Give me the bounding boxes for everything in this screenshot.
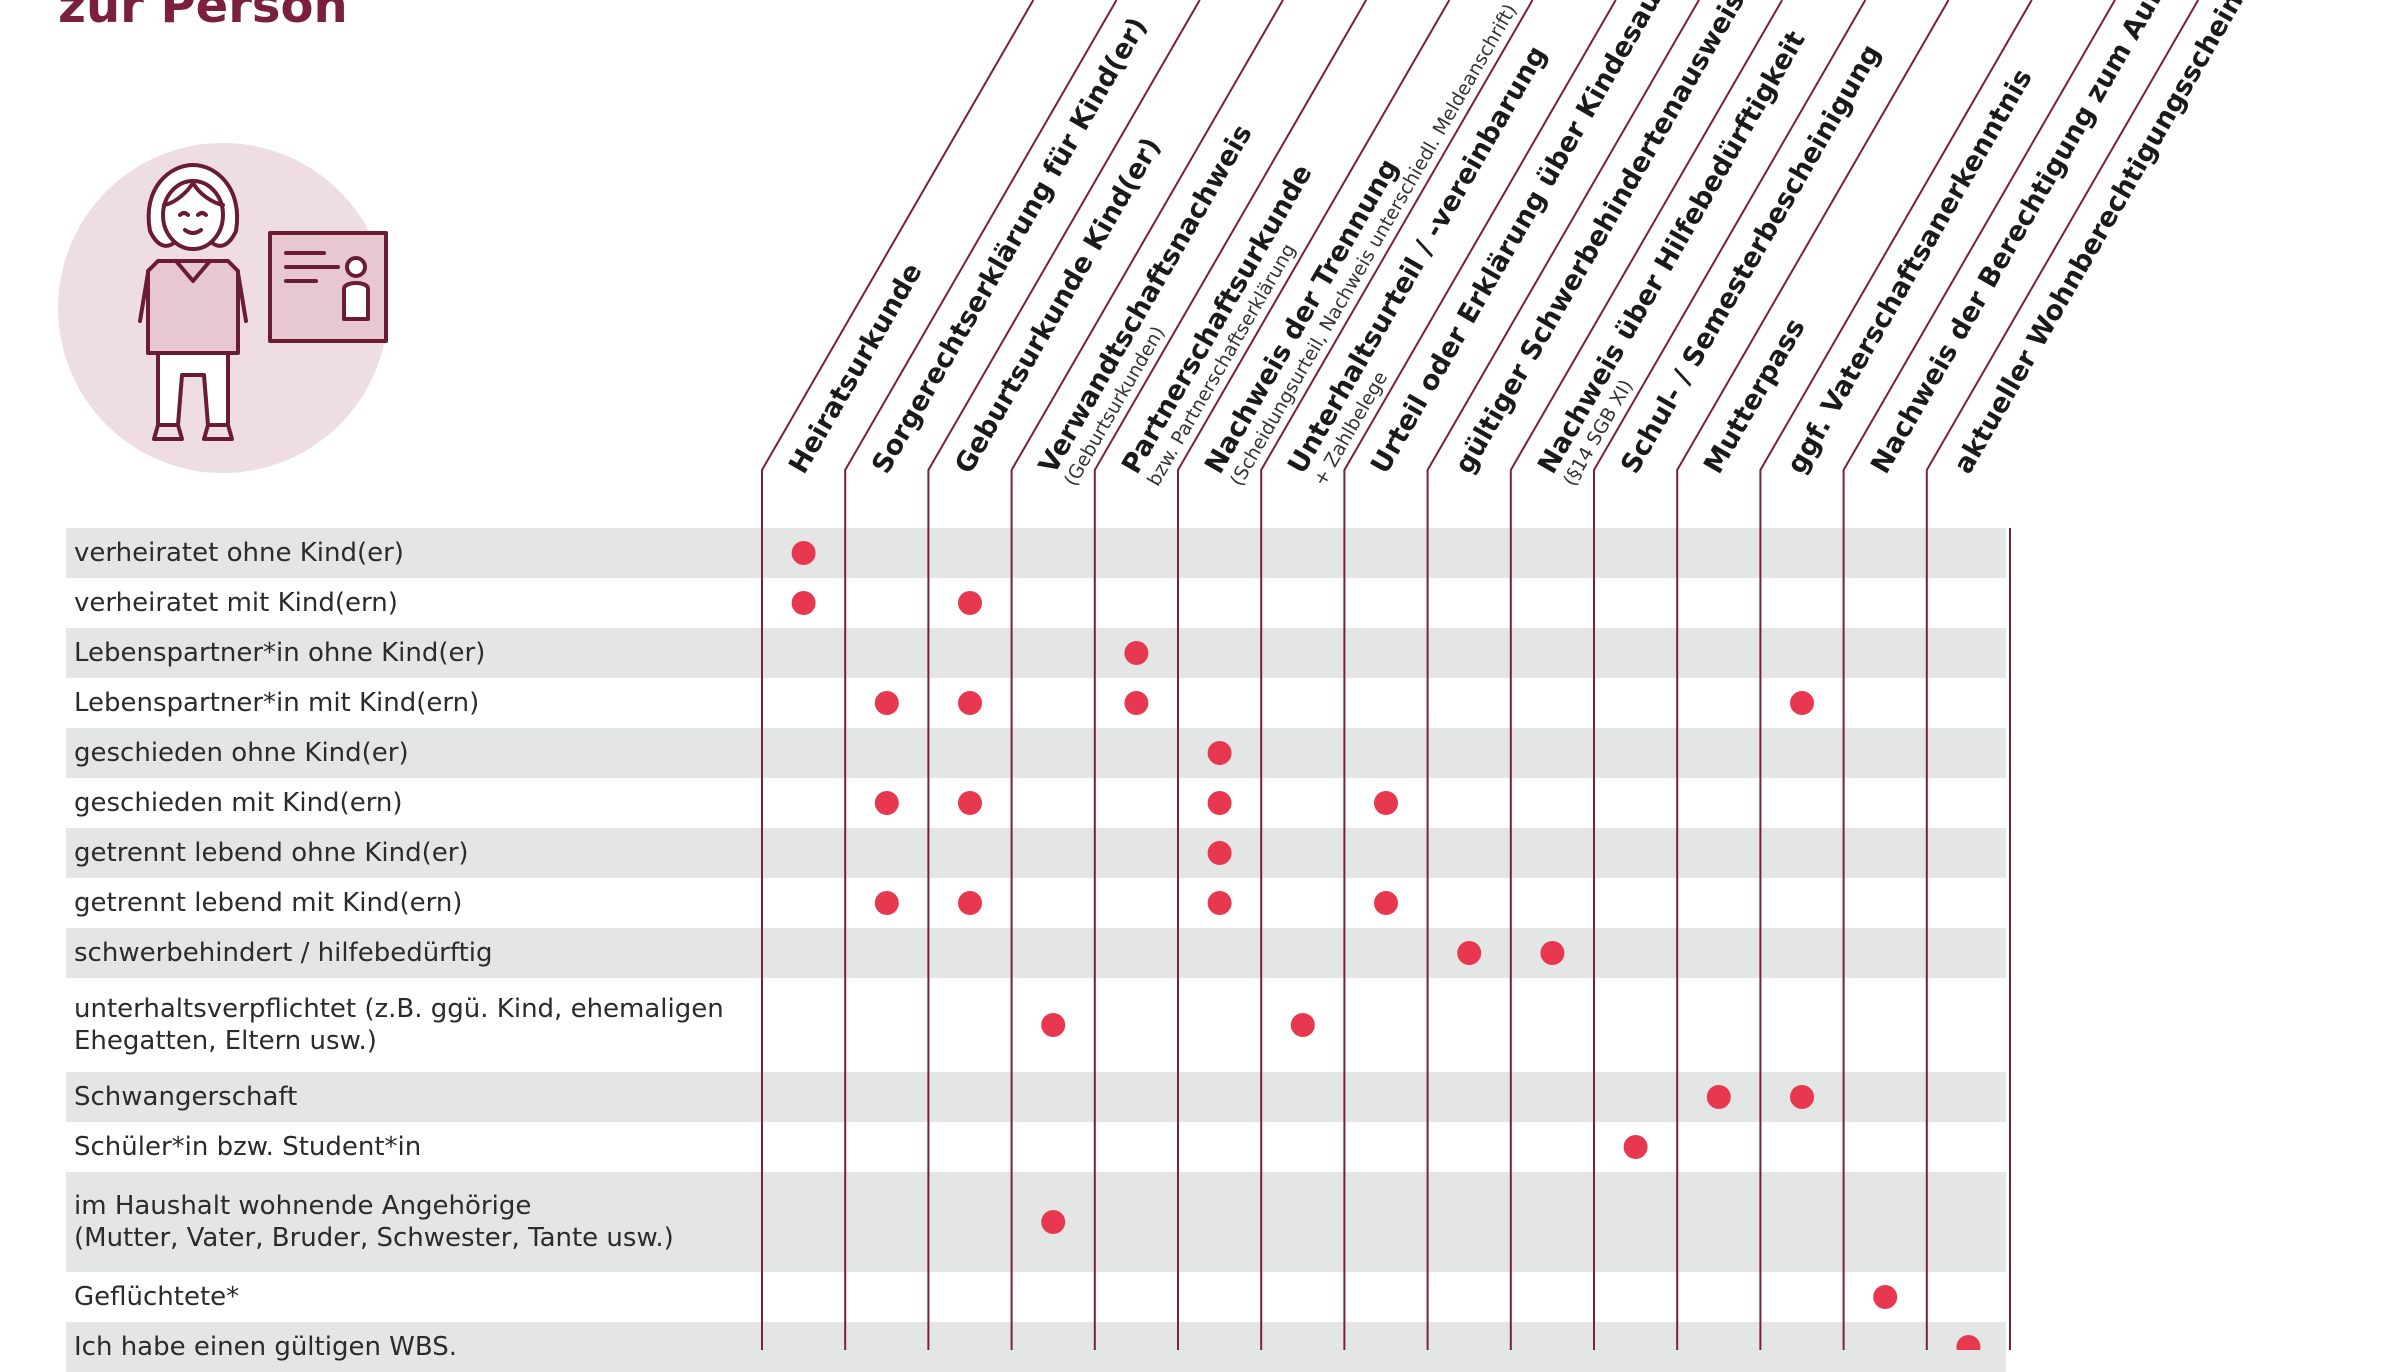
row-label: getrennt lebend mit Kind(ern) [74,888,463,918]
table-row: verheiratet ohne Kind(er) [66,528,2006,578]
requirement-dot [958,691,982,715]
requirement-dot [1041,1013,1066,1037]
column-divider [1593,0,1867,1350]
row-label: Geflüchtete* [74,1282,240,1312]
column-divider [1010,0,1284,1350]
row-label: verheiratet mit Kind(ern) [74,588,398,618]
requirement-dot [958,791,982,815]
table-row: Schüler*in bzw. Student*in [66,1122,2006,1172]
column-divider [1509,0,1784,1350]
table-row: im Haushalt wohnende Angehörige (Mutter,… [66,1172,2006,1272]
requirement-dot [1790,691,1814,715]
requirement-dot [1207,891,1232,915]
row-label: unterhaltsverpflichtet (z.B. ggü. Kind, … [74,994,724,1056]
requirement-dot [874,691,899,715]
table-row: getrennt lebend ohne Kind(er) [66,828,2006,878]
column-divider [1177,0,1451,1350]
column-divider [844,0,1118,1350]
requirement-dot [1124,691,1149,715]
requirement-dot [958,591,982,615]
column-divider [1093,0,1368,1350]
column-divider [1676,0,1950,1350]
table-row: Schwangerschaft [66,1072,2006,1122]
requirement-dot [1540,941,1565,965]
table-row: Lebenspartner*in mit Kind(ern) [66,678,2006,728]
requirement-dot [874,791,899,815]
column-divider [1343,0,1617,1350]
requirement-dot [1207,841,1232,865]
row-label: im Haushalt wohnende Angehörige (Mutter,… [74,1191,674,1253]
requirement-dot [1207,791,1232,815]
requirement-dot [1290,1013,1315,1037]
requirement-dot [1374,891,1398,915]
requirement-dot [791,541,816,565]
column-divider [1426,0,1700,1350]
requirement-dot [1956,1335,1981,1350]
requirement-dot [874,891,899,915]
requirement-dot [1873,1285,1898,1309]
person-document-illustration [58,143,388,473]
table-row: geschieden ohne Kind(er) [66,728,2006,778]
row-label: geschieden mit Kind(ern) [74,788,403,818]
column-divider [1260,0,1534,1350]
column-divider [761,0,1035,1350]
row-label: Lebenspartner*in ohne Kind(er) [74,638,486,668]
requirement-dot [1457,941,1482,965]
table-row: Lebenspartner*in ohne Kind(er) [66,628,2006,678]
requirement-dot [791,591,816,615]
requirement-dot [1374,791,1398,815]
column-divider [1925,0,2200,1350]
requirement-dot [1623,1135,1648,1159]
table-row: unterhaltsverpflichtet (z.B. ggü. Kind, … [66,978,2006,1072]
column-divider [1842,0,2116,1350]
id-card-icon [268,231,388,343]
requirement-dot [1790,1085,1814,1109]
row-label: geschieden ohne Kind(er) [74,738,409,768]
row-label: getrennt lebend ohne Kind(er) [74,838,469,868]
requirement-dot [1207,741,1232,765]
requirement-dot [1124,641,1149,665]
row-label: Lebenspartner*in mit Kind(ern) [74,688,480,718]
column-divider [927,0,1201,1350]
requirement-dot [958,891,982,915]
woman-icon [138,163,248,441]
table-row: verheiratet mit Kind(ern) [66,578,2006,628]
table-row: geschieden mit Kind(ern) [66,778,2006,828]
table-row: schwerbehindert / hilfebedürftig [66,928,2006,978]
column-divider [1759,0,2033,1350]
row-label: Schwangerschaft [74,1082,298,1112]
row-label: schwerbehindert / hilfebedürftig [74,938,493,968]
table-row: getrennt lebend mit Kind(ern) [66,878,2006,928]
row-label: Schüler*in bzw. Student*in [74,1132,422,1162]
requirement-dot [1041,1210,1066,1234]
requirement-dot [1706,1085,1731,1109]
page-title: zur Person [58,0,348,34]
row-label: verheiratet ohne Kind(er) [74,538,404,568]
table-row: Geflüchtete* [66,1272,2006,1322]
